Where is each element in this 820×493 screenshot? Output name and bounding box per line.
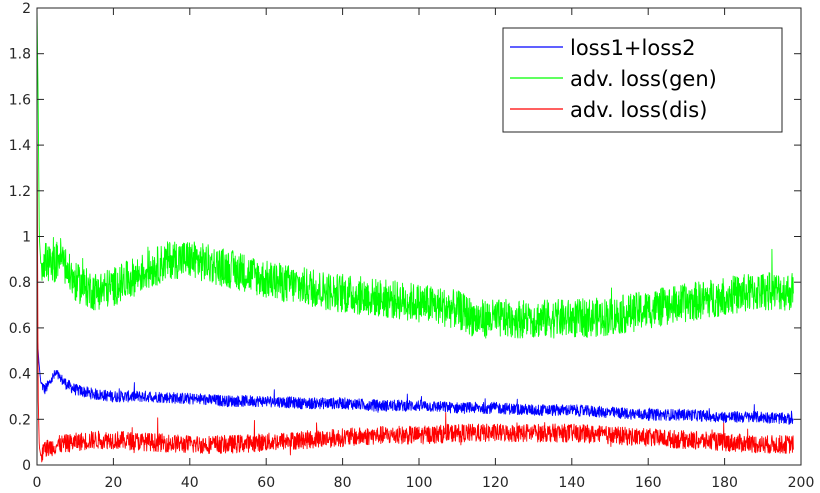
y-tick-label: 1.8 <box>9 47 31 63</box>
legend: loss1+loss2 adv. loss(gen) adv. loss(dis) <box>502 27 783 133</box>
axis-ticks: 0 20 40 60 80 100 120 140 160 180 200 0 0.2 0.4 0.6 0.8… <box>9 1 815 491</box>
series-line-0 <box>37 332 794 425</box>
series-line-1 <box>37 8 794 339</box>
x-tick-label: 20 <box>104 475 122 491</box>
legend-label-1: adv. loss(gen) <box>570 67 717 91</box>
legend-items: loss1+loss2 adv. loss(gen) adv. loss(dis) <box>510 36 717 122</box>
legend-label-2: adv. loss(dis) <box>570 98 707 122</box>
x-tick-label: 80 <box>334 475 352 491</box>
y-tick-label: 0.2 <box>9 412 31 428</box>
series-line-2 <box>37 108 794 463</box>
y-tick-label: 2 <box>22 1 31 17</box>
y-tick-label: 1.6 <box>9 92 31 108</box>
y-tick-label: 1.4 <box>9 138 31 154</box>
y-tick-label: 0 <box>22 458 31 474</box>
x-tick-label: 140 <box>558 475 585 491</box>
x-tick-label: 60 <box>257 475 275 491</box>
x-tick-label: 200 <box>788 475 815 491</box>
y-tick-label: 0.8 <box>9 275 31 291</box>
y-tick-label: 0.6 <box>9 321 31 337</box>
x-tick-label: 180 <box>711 475 738 491</box>
x-tick-label: 0 <box>33 475 42 491</box>
y-tick-label: 1.2 <box>9 184 31 200</box>
legend-label-0: loss1+loss2 <box>570 36 695 60</box>
x-tick-label: 100 <box>406 475 433 491</box>
legend-box <box>502 27 783 133</box>
x-tick-label: 40 <box>181 475 199 491</box>
y-tick-label: 1 <box>22 230 31 246</box>
x-tick-label: 160 <box>635 475 662 491</box>
x-tick-label: 120 <box>482 475 509 491</box>
y-tick-label: 0.4 <box>9 367 31 383</box>
series-layer <box>37 8 794 463</box>
